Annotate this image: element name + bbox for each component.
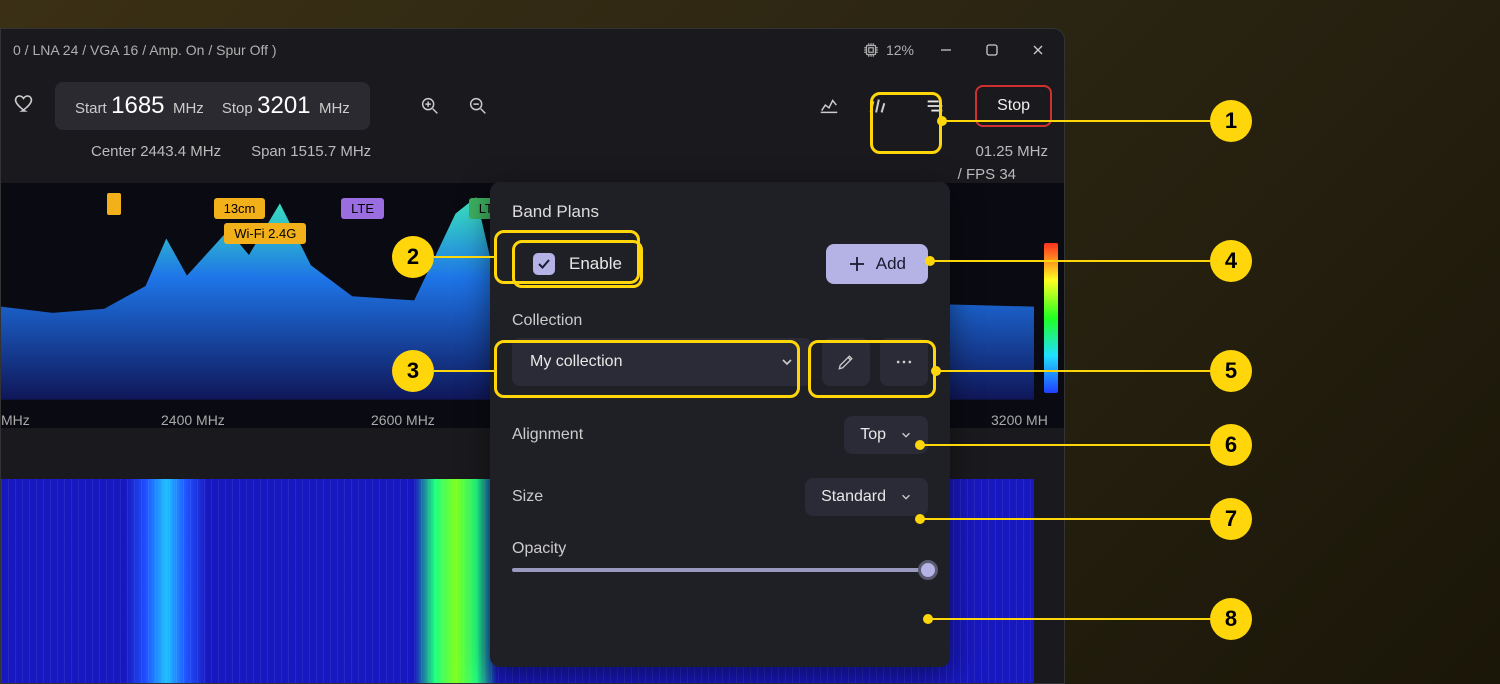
axis-label: MHz	[1, 412, 30, 428]
cpu-pct: 12%	[886, 42, 914, 58]
close-button[interactable]	[1024, 36, 1052, 64]
right-freq: 01.25 MHz	[975, 143, 1048, 160]
zoom-in-icon[interactable]	[412, 88, 448, 124]
alignment-label: Alignment	[512, 426, 583, 444]
start-label: Start	[75, 100, 107, 117]
settings-lines-icon[interactable]	[917, 88, 953, 124]
band-tag[interactable]: LTE	[341, 198, 384, 219]
start-unit: MHz	[173, 100, 204, 117]
edit-button[interactable]	[822, 338, 870, 386]
callout-line	[920, 444, 1210, 446]
callout-number: 7	[1210, 498, 1252, 540]
callout-line	[928, 618, 1210, 620]
stop-value: 3201	[257, 92, 310, 119]
callout-dot	[925, 256, 935, 266]
band-tag[interactable]: Wi-Fi 2.4G	[224, 223, 306, 244]
start-value: 1685	[111, 92, 164, 119]
maximize-button[interactable]	[978, 36, 1006, 64]
band-plans-panel: Band Plans Enable Add Collection My coll…	[490, 182, 950, 667]
span-freq: Span 1515.7 MHz	[251, 143, 371, 160]
collection-label: Collection	[512, 312, 928, 330]
callout-dot	[923, 614, 933, 624]
hw-status-text: 0 / LNA 24 / VGA 16 / Amp. On / Spur Off…	[13, 42, 277, 58]
plus-icon	[848, 255, 866, 273]
center-freq: Center 2443.4 MHz	[91, 143, 221, 160]
cpu-badge: 12%	[862, 41, 914, 59]
callout-dot	[915, 514, 925, 524]
more-button[interactable]	[880, 338, 928, 386]
collection-value: My collection	[530, 353, 622, 371]
slider-thumb[interactable]	[918, 560, 938, 580]
check-icon	[533, 253, 555, 275]
callout-dot	[915, 440, 925, 450]
band-marker	[107, 193, 121, 215]
panel-title: Band Plans	[512, 202, 928, 222]
callout-number: 6	[1210, 424, 1252, 466]
axis-label: 2600 MHz	[371, 412, 435, 428]
axis-label: 3200 MH	[991, 412, 1048, 428]
callout-number: 1	[1210, 100, 1252, 142]
chip-icon	[862, 41, 880, 59]
enable-checkbox-row[interactable]: Enable	[512, 240, 643, 288]
collection-dropdown[interactable]: My collection	[512, 338, 812, 386]
band-tag[interactable]: 13cm	[214, 198, 266, 219]
chart-mode-icon[interactable]	[811, 88, 847, 124]
callout-number: 4	[1210, 240, 1252, 282]
bars-icon[interactable]	[859, 88, 895, 124]
callout-line	[434, 370, 496, 372]
callout-line	[936, 370, 1210, 372]
stop-unit: MHz	[319, 100, 350, 117]
info-row: Center 2443.4 MHz Span 1515.7 MHz	[1, 141, 461, 162]
callout-line	[942, 120, 1210, 122]
chevron-down-icon	[780, 355, 794, 369]
callout-line	[434, 256, 496, 258]
alignment-value: Top	[860, 426, 886, 444]
opacity-label: Opacity	[512, 540, 928, 558]
add-label: Add	[876, 254, 906, 274]
callout-number: 8	[1210, 598, 1252, 640]
minimize-button[interactable]	[932, 36, 960, 64]
toolbar: Start 1685 MHz Stop 3201 MHz Stop	[1, 71, 1064, 141]
titlebar: 0 / LNA 24 / VGA 16 / Amp. On / Spur Off…	[1, 29, 1064, 71]
opacity-slider[interactable]	[512, 568, 928, 572]
stop-label: Stop	[222, 100, 253, 117]
callout-dot	[931, 366, 941, 376]
size-label: Size	[512, 488, 543, 506]
fps-text: / FPS 34	[1, 166, 1064, 183]
callout-line	[920, 518, 1210, 520]
callout-number: 5	[1210, 350, 1252, 392]
add-button[interactable]: Add	[826, 244, 928, 284]
enable-label: Enable	[569, 254, 622, 274]
zoom-out-icon[interactable]	[460, 88, 496, 124]
chevron-down-icon	[900, 491, 912, 503]
more-icon	[894, 352, 914, 372]
freq-range-box[interactable]: Start 1685 MHz Stop 3201 MHz	[55, 82, 370, 130]
pencil-icon	[836, 352, 856, 372]
axis-label: 2400 MHz	[161, 412, 225, 428]
size-value: Standard	[821, 488, 886, 506]
size-dropdown[interactable]: Standard	[805, 478, 928, 516]
callout-number: 3	[392, 350, 434, 392]
chevron-down-icon	[900, 429, 912, 441]
callout-dot	[937, 116, 947, 126]
callout-number: 2	[392, 236, 434, 278]
favorite-icon[interactable]	[13, 91, 43, 121]
callout-line	[930, 260, 1210, 262]
